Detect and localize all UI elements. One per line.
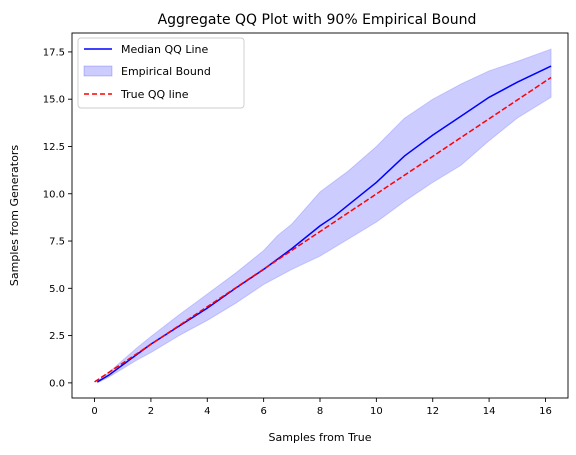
x-tick-label: 2 [148, 406, 154, 417]
legend-box [77, 37, 245, 109]
x-tick-label: 14 [483, 406, 496, 417]
x-tick-label: 6 [260, 406, 266, 417]
true-qq-line [94, 76, 552, 383]
y-tick-label: 12.5 [43, 142, 65, 153]
y-axis-label: Samples from Generators [8, 145, 21, 286]
legend-label-true: True QQ line [120, 88, 189, 101]
y-tick-label: 0.0 [49, 378, 65, 389]
x-tick-label: 0 [91, 406, 97, 417]
y-tick-label: 5.0 [49, 284, 65, 295]
x-axis-label: Samples from True [269, 431, 372, 444]
legend-label-bound: Empirical Bound [121, 65, 211, 78]
y-tick-label: 15.0 [43, 95, 65, 106]
y-tick-label: 2.5 [49, 331, 65, 342]
series-lines-layer [94, 65, 552, 383]
legend-swatch-bound [83, 65, 113, 77]
chart-title: Aggregate QQ Plot with 90% Empirical Bou… [158, 12, 477, 28]
x-tick-label: 8 [317, 406, 323, 417]
x-tick-label: 4 [204, 406, 210, 417]
x-tick-label: 12 [426, 406, 439, 417]
y-tick-label: 7.5 [49, 237, 65, 248]
legend: Median QQ Line Empirical Bound True QQ l… [77, 37, 245, 109]
y-tick-label: 10.0 [43, 189, 65, 200]
legend-label-median: Median QQ Line [121, 43, 208, 56]
y-axis: 0.0 2.5 5.0 7.5 10.0 12.5 15.0 17.5 [43, 47, 72, 389]
x-axis: 0 2 4 6 8 10 12 14 16 [91, 398, 552, 417]
y-tick-label: 17.5 [43, 47, 65, 58]
x-tick-label: 10 [370, 406, 383, 417]
median-qq-line [96, 65, 552, 383]
x-tick-label: 16 [539, 406, 552, 417]
